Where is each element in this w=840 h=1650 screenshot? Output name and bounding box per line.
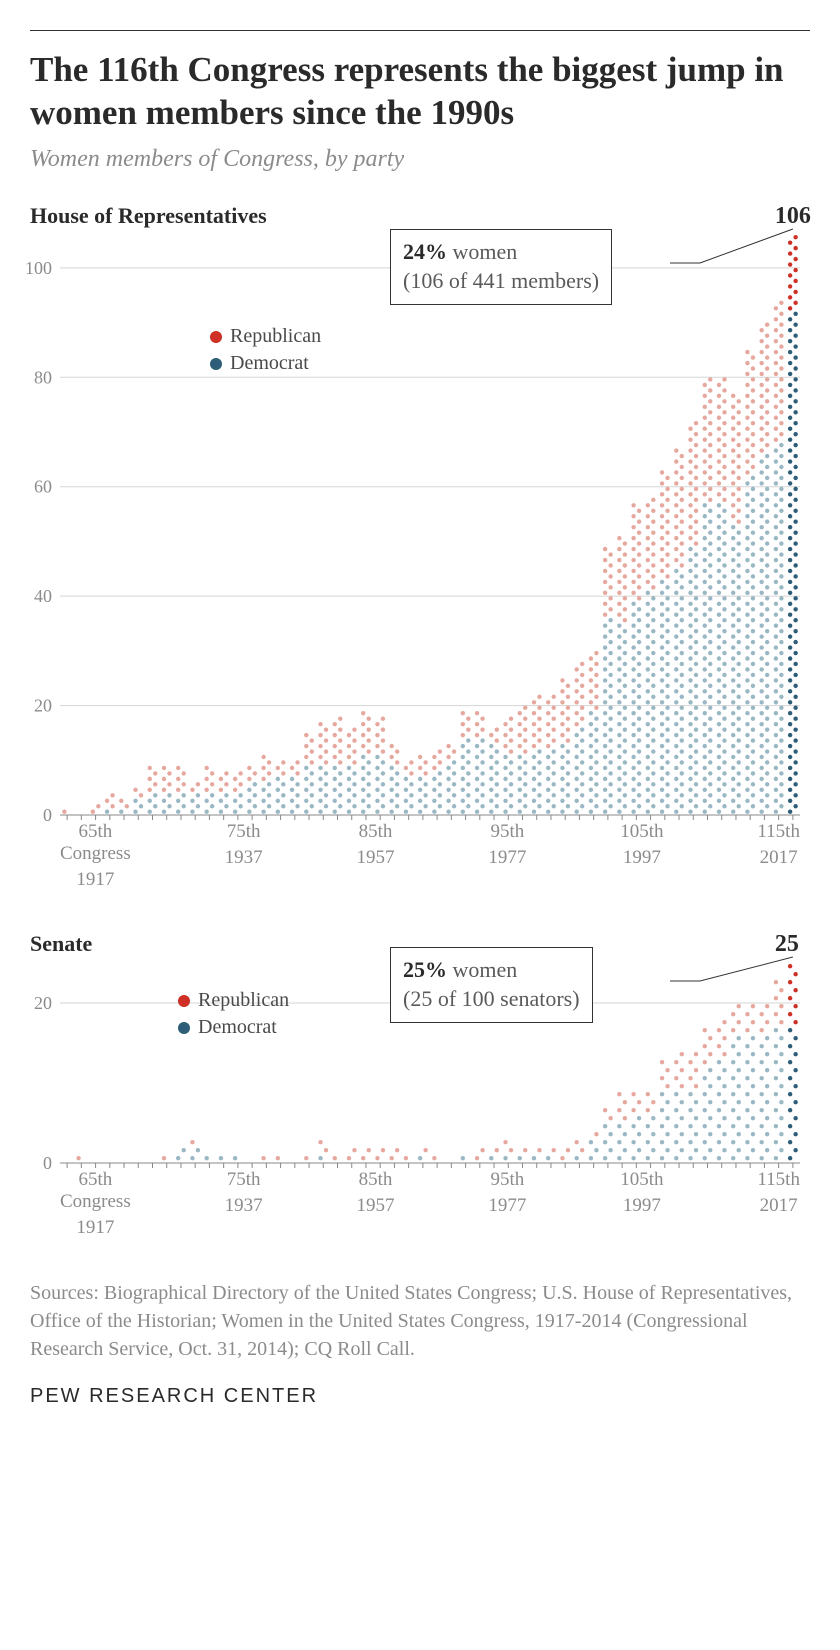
x-tick: 65thCongress 1917 [60, 1169, 131, 1239]
house-chart-title: House of Representatives [30, 203, 810, 229]
senate-callout: 25% women (25 of 100 senators) [390, 947, 593, 1022]
svg-text:100: 100 [25, 258, 52, 278]
svg-text:40: 40 [34, 587, 52, 607]
house-callout: 24% women (106 of 441 members) [390, 229, 612, 304]
footer-attribution: PEW RESEARCH CENTER [30, 1385, 810, 1408]
x-tick-congress: 105th [620, 1169, 663, 1191]
senate-legend: Republican Democrat [178, 989, 289, 1043]
svg-text:20: 20 [34, 993, 52, 1013]
legend-label-republican: Republican [198, 989, 289, 1012]
legend-label-democrat: Democrat [230, 352, 309, 375]
svg-text:20: 20 [34, 696, 52, 716]
house-svg: 204060801000 [60, 235, 800, 815]
x-tick: 75th 1937 [225, 1169, 263, 1239]
x-tick-congress: 85th [356, 821, 394, 843]
x-tick: 95th 1977 [488, 1169, 526, 1239]
x-tick-congress: 65th [60, 1169, 131, 1191]
x-tick: 105th 1997 [620, 821, 663, 891]
legend-row-republican: Republican [178, 989, 289, 1012]
legend-label-democrat: Democrat [198, 1016, 277, 1039]
svg-text:60: 60 [34, 477, 52, 497]
house-callout-line2: (106 of 441 members) [403, 268, 599, 293]
senate-plot-area: 25% women (25 of 100 senators) 25 Republ… [60, 963, 800, 1163]
sources-text: Sources: Biographical Directory of the U… [30, 1279, 810, 1363]
legend-dot-republican [178, 995, 190, 1007]
x-tick-year: 1997 [620, 847, 663, 869]
x-tick-year: 1937 [225, 847, 263, 869]
x-tick-congress: 115th [757, 821, 800, 843]
x-tick-year: 2017 [757, 1195, 800, 1217]
svg-text:80: 80 [34, 368, 52, 388]
x-tick-congress: 95th [488, 821, 526, 843]
x-tick: 85th 1957 [356, 1169, 394, 1239]
x-tick-year: 1977 [488, 847, 526, 869]
x-tick: 95th 1977 [488, 821, 526, 891]
senate-x-axis: 65thCongress 1917 75th 1937 85th 1957 95th 1977… [60, 1169, 800, 1239]
senate-callout-line2: (25 of 100 senators) [403, 986, 580, 1011]
x-tick-congress: 65th [60, 821, 131, 843]
x-tick-year: 1917 [60, 869, 131, 891]
house-callout-pct: 24% [403, 239, 447, 264]
x-tick-year: 1937 [225, 1195, 263, 1217]
legend-row-democrat: Democrat [178, 1016, 289, 1039]
senate-callout-word: women [453, 957, 518, 982]
x-tick-congress: 85th [356, 1169, 394, 1191]
legend-row-republican: Republican [210, 325, 321, 348]
svg-text:0: 0 [43, 1153, 52, 1173]
x-tick: 105th 1997 [620, 1169, 663, 1239]
x-tick: 65thCongress 1917 [60, 821, 131, 891]
x-tick-congress: 75th [225, 821, 263, 843]
senate-end-label: 25 [775, 931, 799, 958]
chart-subtitle: Women members of Congress, by party [30, 146, 810, 173]
x-tick-year: 1977 [488, 1195, 526, 1217]
house-legend: Republican Democrat [210, 325, 321, 379]
x-tick: 115th 2017 [757, 1169, 800, 1239]
legend-row-democrat: Democrat [210, 352, 321, 375]
x-tick: 115th 2017 [757, 821, 800, 891]
x-tick-year: 1917 [60, 1217, 131, 1239]
house-plot-area: 24% women (106 of 441 members) 106 Repub… [60, 235, 800, 815]
x-tick-congress: 75th [225, 1169, 263, 1191]
x-tick: 85th 1957 [356, 821, 394, 891]
x-congress-word: Congress [60, 843, 131, 865]
top-rule [30, 30, 810, 31]
chart-title: The 116th Congress represents the bigges… [30, 49, 810, 134]
legend-label-republican: Republican [230, 325, 321, 348]
x-congress-word: Congress [60, 1191, 131, 1213]
senate-callout-pct: 25% [403, 957, 447, 982]
x-tick-congress: 95th [488, 1169, 526, 1191]
x-tick: 75th 1937 [225, 821, 263, 891]
house-callout-word: women [453, 239, 518, 264]
house-x-axis: 65thCongress 1917 75th 1937 85th 1957 95th 1977… [60, 821, 800, 891]
x-tick-year: 1997 [620, 1195, 663, 1217]
x-tick-year: 2017 [757, 847, 800, 869]
house-chart: House of Representatives 24% women (106 … [30, 203, 810, 891]
legend-dot-republican [210, 331, 222, 343]
house-end-label: 106 [775, 203, 811, 230]
senate-chart: Senate 25% women (25 of 100 senators) 25… [30, 931, 810, 1239]
svg-text:0: 0 [43, 805, 52, 825]
x-tick-congress: 115th [757, 1169, 800, 1191]
x-tick-congress: 105th [620, 821, 663, 843]
x-tick-year: 1957 [356, 1195, 394, 1217]
x-tick-year: 1957 [356, 847, 394, 869]
legend-dot-democrat [178, 1022, 190, 1034]
legend-dot-democrat [210, 358, 222, 370]
